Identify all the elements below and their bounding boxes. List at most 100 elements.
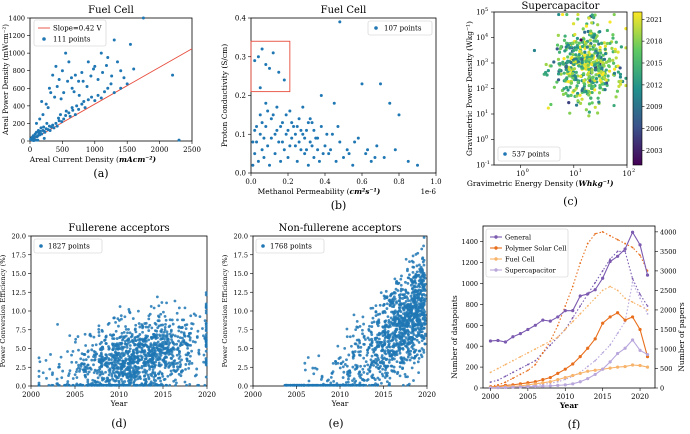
- chart-e-point: [328, 383, 332, 387]
- chart-a-point: [66, 79, 70, 83]
- chart-f-point: [578, 371, 582, 375]
- chart-e-point: [422, 313, 426, 317]
- chart-c-ytick-exp: 4: [485, 33, 488, 39]
- chart-d-point: [75, 370, 78, 374]
- chart-e-point: [395, 300, 398, 304]
- chart-d-ytick-label: 20.0: [12, 233, 26, 241]
- chart-d-point: [88, 366, 92, 370]
- chart-e-point: [367, 368, 370, 371]
- chart-c-point: [616, 50, 620, 54]
- chart-d-point: [79, 364, 83, 368]
- chart-e-point: [382, 304, 385, 307]
- chart-d-point: [144, 325, 148, 329]
- chart-c-point: [608, 20, 612, 24]
- chart-d-point: [100, 370, 104, 374]
- chart-e-point: [418, 275, 422, 279]
- chart-c-xtick-label: 10: [623, 170, 632, 178]
- chart-f-papers-point: [556, 380, 559, 383]
- chart-e-point: [392, 291, 396, 295]
- chart-c-point: [598, 29, 602, 34]
- chart-e-point: [421, 302, 425, 306]
- chart-d-point: [133, 336, 137, 340]
- chart-e-point: [369, 358, 373, 362]
- chart-d-point: [139, 354, 143, 358]
- chart-d-point: [110, 366, 114, 369]
- chart-d-point: [171, 341, 175, 345]
- chart-e-point: [406, 297, 409, 300]
- chart-e-point: [374, 361, 378, 365]
- chart-e-ytick-label: 0.0: [238, 383, 248, 391]
- chart-f-point: [601, 276, 605, 280]
- chart-e-point: [417, 328, 421, 331]
- chart-b-point: [305, 148, 308, 152]
- chart-f-point: [571, 309, 575, 313]
- chart-e-point: [420, 281, 423, 285]
- chart-c-point: [549, 102, 553, 107]
- chart-e-point: [383, 328, 387, 332]
- chart-d-point: [161, 323, 165, 327]
- chart-f-point: [638, 243, 642, 247]
- chart-e-point: [412, 379, 415, 382]
- chart-d-point: [98, 367, 102, 371]
- chart-d-point: [183, 380, 187, 384]
- chart-e-point: [352, 377, 356, 381]
- chart-f-papers-point: [519, 367, 522, 370]
- chart-e-xtick-label: 2010: [331, 391, 349, 399]
- chart-f-papers-point: [504, 363, 507, 366]
- chart-c-point: [568, 85, 572, 89]
- chart-e-legend-label: 1768 points: [270, 243, 312, 251]
- chart-d-point: [164, 355, 168, 358]
- chart-c-point: [587, 75, 591, 79]
- chart-d-point: [174, 383, 177, 387]
- chart-c-point: [581, 66, 585, 70]
- chart-f-point: [623, 247, 627, 251]
- chart-e-point: [303, 368, 307, 372]
- chart-b-xtick-label: 0.2: [282, 178, 293, 186]
- chart-e-point: [411, 260, 415, 264]
- chart-e-point: [410, 366, 414, 370]
- chart-d-point: [132, 352, 136, 355]
- chart-e-point: [368, 370, 372, 374]
- chart-c-colorbar-label: 2018: [646, 38, 663, 46]
- chart-d-point: [121, 359, 124, 363]
- chart-e-point: [368, 338, 371, 342]
- chart-d-point: [123, 315, 127, 319]
- chart-d-point: [179, 363, 182, 366]
- chart-e-point: [397, 281, 401, 285]
- chart-e-point: [362, 356, 366, 360]
- chart-a-point: [77, 107, 81, 111]
- chart-c-point: [599, 69, 603, 74]
- chart-c-point: [583, 46, 587, 51]
- chart-d-point: [176, 335, 180, 339]
- chart-e-point: [406, 267, 409, 271]
- chart-b-point: [338, 140, 342, 144]
- chart-d-point: [189, 343, 193, 347]
- chart-b-point: [277, 140, 281, 144]
- chart-e-point: [378, 303, 382, 307]
- chart-b-point: [406, 159, 410, 163]
- chart-b-point: [258, 113, 262, 117]
- chart-b-point: [282, 78, 286, 82]
- chart-c-point: [602, 57, 607, 61]
- chart-d-point: [114, 320, 117, 324]
- chart-d-point: [202, 353, 206, 357]
- chart-e-point: [361, 367, 365, 371]
- chart-b-point: [253, 128, 257, 132]
- chart-d-point: [204, 322, 208, 325]
- chart-c-point: [577, 64, 581, 68]
- chart-e-point: [397, 293, 401, 297]
- chart-b-point: [253, 59, 257, 63]
- chart-c-point: [589, 86, 594, 91]
- chart-f-point: [503, 340, 508, 344]
- chart-e-point: [403, 314, 407, 318]
- chart-e-point: [374, 310, 378, 313]
- chart-f-papers-point: [639, 293, 641, 296]
- chart-c-point: [590, 21, 594, 25]
- chart-c-point: [575, 36, 580, 41]
- chart-d-point: [100, 355, 104, 359]
- chart-d-point: [126, 362, 130, 365]
- chart-d-point: [97, 334, 101, 338]
- chart-f-point: [556, 378, 560, 382]
- chart-b-point: [336, 125, 340, 128]
- chart-e-point: [374, 365, 378, 369]
